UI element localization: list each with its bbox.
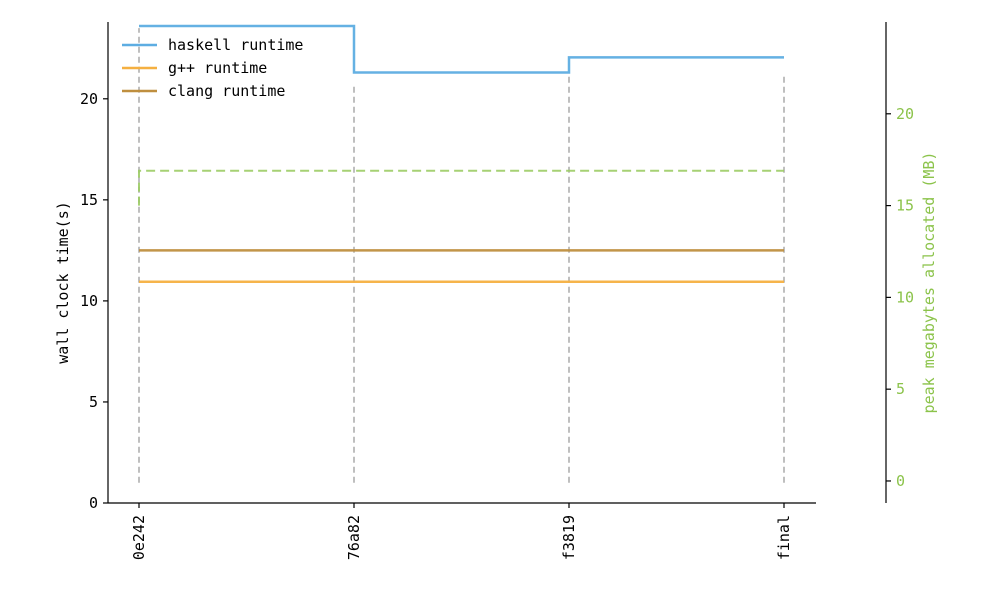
legend-label: g++ runtime — [168, 59, 267, 77]
y-axis-title: wall clock time(s) — [54, 201, 72, 364]
legend-label: clang runtime — [168, 82, 285, 100]
y-tick-label: 0 — [89, 494, 98, 512]
x-tick-label: f3819 — [560, 515, 578, 560]
y-tick-label: 20 — [80, 90, 98, 108]
y-tick-label: 5 — [89, 393, 98, 411]
commit-guide-lines — [138, 28, 785, 483]
y2-axis-title: peak megabytes allocated (MB) — [920, 152, 938, 414]
legend: haskell runtime g++ runtime clang runtime — [122, 36, 303, 100]
axes: 0 5 10 15 20 wall clock time(s) 0e242 76a82 f381… — [54, 22, 938, 560]
series-lines — [138, 24, 784, 283]
y-tick-label: 10 — [80, 292, 98, 310]
y2-tick-label: 0 — [896, 472, 905, 490]
y2-tick-label: 20 — [896, 105, 914, 123]
legend-label: haskell runtime — [168, 36, 303, 54]
y-tick-label: 15 — [80, 191, 98, 209]
y2-tick-label: 10 — [896, 288, 914, 306]
series-line-haskell-memory — [138, 169, 784, 206]
y2-tick-label: 5 — [896, 380, 905, 398]
series-line-haskell-runtime — [139, 24, 784, 74]
x-tick-label: 76a82 — [345, 515, 363, 560]
y2-tick-label: 15 — [896, 197, 914, 215]
x-tick-label: final — [775, 515, 793, 560]
x-tick-label: 0e242 — [130, 515, 148, 560]
